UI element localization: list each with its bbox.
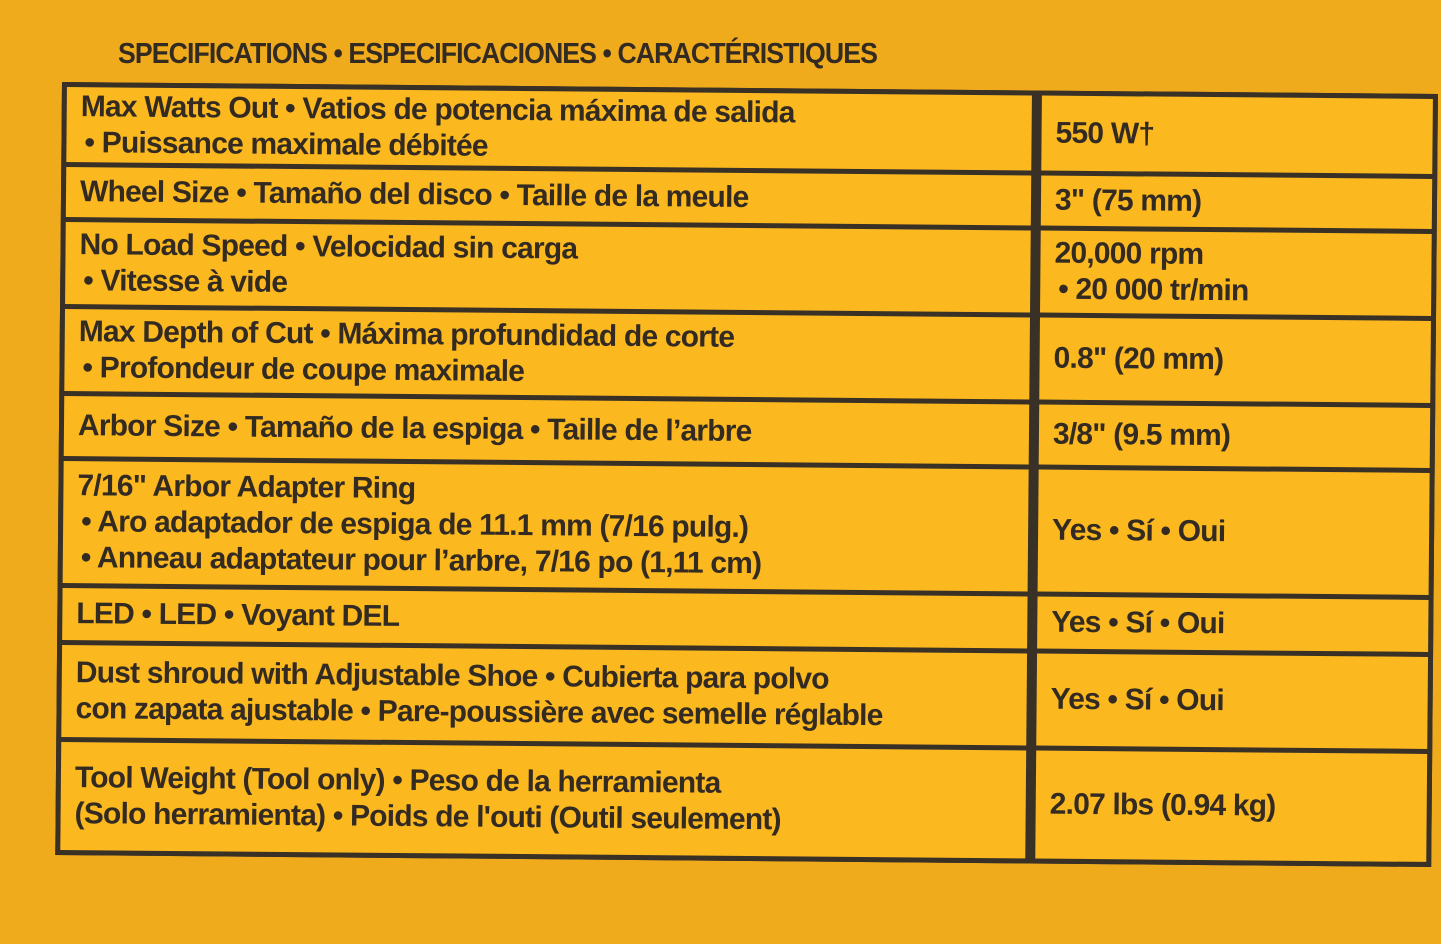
spec-value-line: 550 W† (1055, 116, 1155, 151)
spec-label-line: • Anneau adaptateur pour l’arbre, 7/16 p… (80, 541, 762, 581)
specifications-heading: SPECIFICATIONS • ESPECIFICACIONES • CARA… (118, 38, 878, 70)
spec-label-cell: 7/16" Arbor Adapter Ring • Aro adaptador … (62, 461, 1029, 592)
spec-row: Dust shroud with Adjustable Shoe • Cubie… (61, 645, 1429, 754)
spec-label-cell: Max Depth of Cut • Máxima profundidad de… (64, 309, 1030, 400)
spec-row: 7/16" Arbor Adapter Ring • Aro adaptador … (62, 461, 1430, 600)
spec-label-line: • Profondeur de coupe maximale (82, 351, 525, 389)
spec-value-cell: 2.07 lbs (0.94 kg) (1035, 750, 1428, 862)
spec-value-line: Yes • Sí • Oui (1051, 605, 1225, 641)
spec-value-line: 3/8" (9.5 mm) (1052, 417, 1231, 453)
spec-label-line: • Vitesse à vide (83, 264, 288, 299)
spec-value-cell: 550 W† (1041, 95, 1433, 174)
spec-label-line: • Puissance maximale débitée (84, 125, 488, 163)
spec-row: Max Depth of Cut • Máxima profundidad de… (64, 309, 1431, 408)
spec-value-line: 20,000 rpm (1054, 236, 1204, 271)
spec-value-line: 2.07 lbs (0.94 kg) (1049, 787, 1276, 823)
spec-label-line: (Solo herramienta) • Poids de l'outi (Ou… (74, 797, 781, 837)
spec-label-line: LED • LED • Voyant DEL (76, 597, 400, 633)
spec-label-cell: Wheel Size • Tamaño del disco • Taille d… (65, 167, 1032, 226)
spec-label-cell: Tool Weight (Tool only) • Peso de la her… (60, 742, 1027, 859)
spec-label-cell: LED • LED • Voyant DEL (62, 588, 1028, 649)
spec-label-cell: Max Watts Out • Vatios de potencia máxim… (66, 87, 1032, 171)
spec-row: Arbor Size • Tamaño de la espiga • Taill… (63, 396, 1431, 473)
spec-value-cell: Yes • Sí • Oui (1036, 653, 1429, 749)
spec-value-line: Yes • Sí • Oui (1050, 682, 1225, 718)
spec-value-cell: 3" (75 mm) (1040, 175, 1433, 229)
spec-row: Tool Weight (Tool only) • Peso de la her… (60, 742, 1428, 862)
spec-value-line: • 20 000 tr/min (1058, 272, 1249, 308)
spec-value-cell: 3/8" (9.5 mm) (1038, 404, 1431, 468)
spec-label-cell: No Load Speed • Velocidad sin carga • Vit… (65, 222, 1031, 313)
spec-value-cell: Yes • Sí • Oui (1037, 596, 1429, 652)
spec-row: Max Watts Out • Vatios de potencia máxim… (66, 87, 1433, 179)
spec-label-line: con zapata ajustable • Pare-poussière av… (75, 692, 883, 733)
spec-value-cell: 0.8" (20 mm) (1039, 317, 1431, 403)
spec-value-line: Yes • Sí • Oui (1051, 513, 1226, 549)
spec-value-cell: Yes • Sí • Oui (1037, 469, 1430, 595)
spec-value-cell: 20,000 rpm • 20 000 tr/min (1040, 230, 1432, 316)
spec-label-line: Wheel Size • Tamaño del disco • Taille d… (79, 175, 749, 214)
spec-label-cell: Dust shroud with Adjustable Shoe • Cubie… (61, 645, 1028, 746)
spec-row: No Load Speed • Velocidad sin carga • Vit… (65, 222, 1432, 321)
spec-label-cell: Arbor Size • Tamaño de la espiga • Taill… (63, 396, 1030, 465)
spec-value-line: 0.8" (20 mm) (1053, 341, 1224, 377)
spec-value-line: 3" (75 mm) (1054, 183, 1202, 218)
spec-label-line: Arbor Size • Tamaño de la espiga • Taill… (77, 409, 752, 449)
specifications-table: Max Watts Out • Vatios de potencia máxim… (55, 82, 1438, 867)
